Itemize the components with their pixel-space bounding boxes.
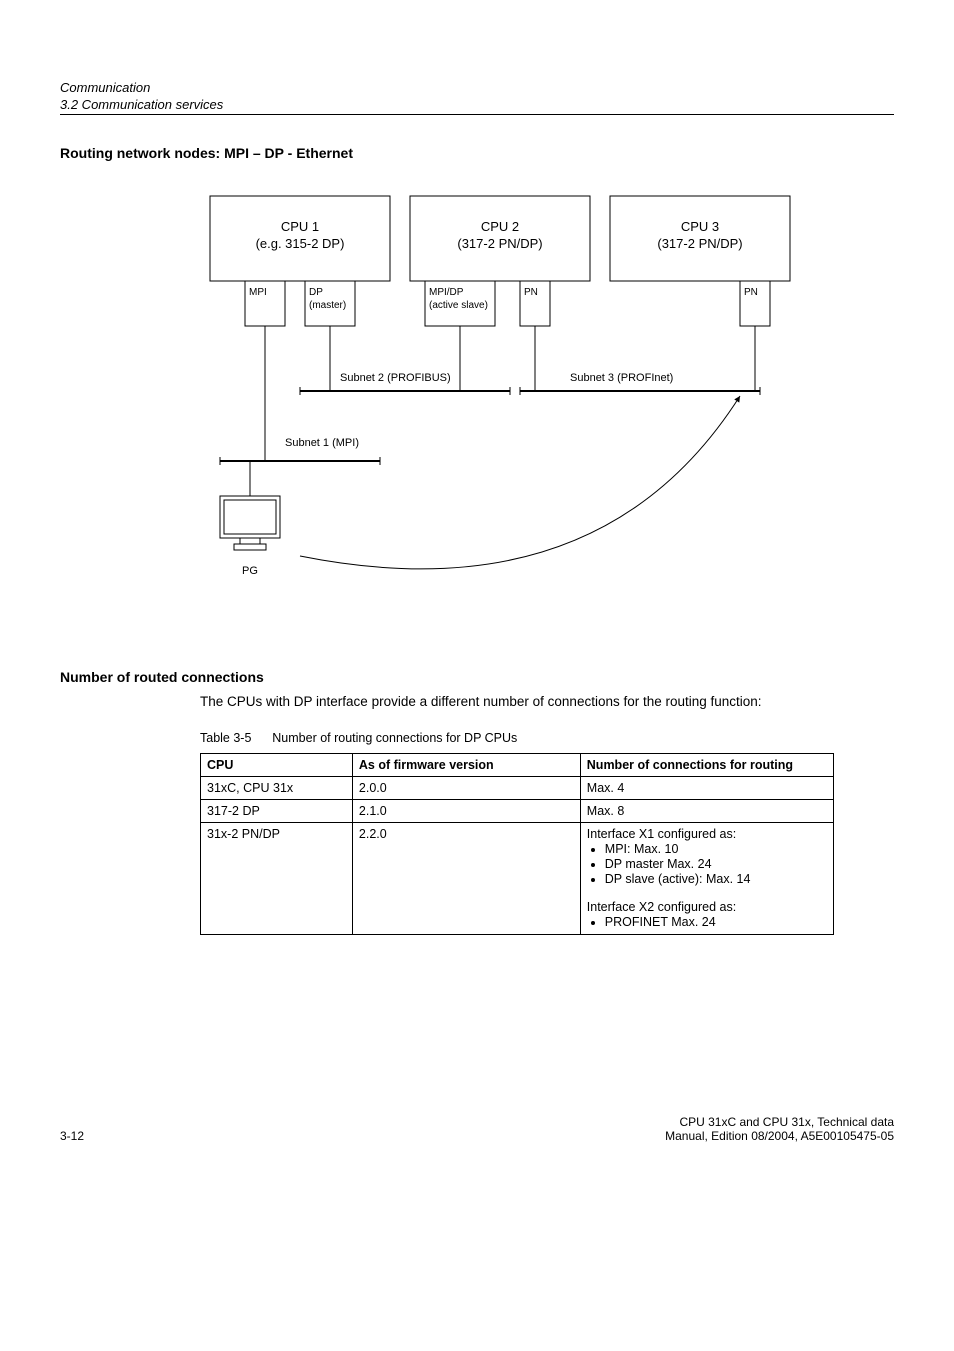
- section-heading: Routing network nodes: MPI – DP - Ethern…: [60, 145, 894, 161]
- table-header: CPU: [201, 754, 353, 777]
- table-caption: Table 3-5 Number of routing connections …: [200, 731, 834, 745]
- svg-text:Subnet 2 (PROFIBUS): Subnet 2 (PROFIBUS): [340, 372, 451, 384]
- table-row: 31xC, CPU 31x2.0.0Max. 4: [201, 777, 834, 800]
- svg-text:(master): (master): [309, 300, 346, 311]
- footer-line-2: Manual, Edition 08/2004, A5E00105475-05: [665, 1129, 894, 1143]
- svg-text:CPU 2: CPU 2: [481, 219, 519, 234]
- table-cell: 317-2 DP: [201, 800, 353, 823]
- svg-text:(317-2 PN/DP): (317-2 PN/DP): [657, 236, 742, 251]
- running-head-section: 3.2 Communication services: [60, 97, 894, 112]
- svg-text:PG: PG: [242, 565, 258, 577]
- routing-diagram: CPU 1 (e.g. 315-2 DP) CPU 2 (317-2 PN/DP) CP…: [200, 186, 894, 629]
- header-rule: [60, 114, 894, 115]
- table-header: Number of connections for routing: [580, 754, 833, 777]
- page-number: 3-12: [60, 1129, 84, 1143]
- table-cell: Max. 4: [580, 777, 833, 800]
- svg-text:CPU 3: CPU 3: [681, 219, 719, 234]
- svg-text:(active slave): (active slave): [429, 300, 488, 311]
- svg-text:MPI: MPI: [249, 287, 267, 298]
- svg-text:PN: PN: [744, 287, 758, 298]
- svg-text:CPU 1: CPU 1: [281, 219, 319, 234]
- subsection-heading: Number of routed connections: [60, 669, 894, 685]
- svg-text:(e.g. 315-2 DP): (e.g. 315-2 DP): [256, 236, 345, 251]
- table-row: 31x-2 PN/DP2.2.0Interface X1 configured …: [201, 823, 834, 935]
- svg-text:Subnet 3 (PROFInet): Subnet 3 (PROFInet): [570, 372, 673, 384]
- routing-connections-table: CPUAs of firmware versionNumber of conne…: [200, 753, 834, 935]
- table-cell: 31x-2 PN/DP: [201, 823, 353, 935]
- svg-text:PN: PN: [524, 287, 538, 298]
- table-cell: Max. 8: [580, 800, 833, 823]
- table-cell: 2.0.0: [352, 777, 580, 800]
- table-row: 317-2 DP2.1.0Max. 8: [201, 800, 834, 823]
- table-cell: 31xC, CPU 31x: [201, 777, 353, 800]
- footer-line-1: CPU 31xC and CPU 31x, Technical data: [665, 1115, 894, 1129]
- table-caption-prefix: Table 3-5: [200, 731, 251, 745]
- svg-text:Subnet 1 (MPI): Subnet 1 (MPI): [285, 437, 359, 449]
- table-cell: 2.2.0: [352, 823, 580, 935]
- page-footer: 3-12 CPU 31xC and CPU 31x, Technical dat…: [60, 1115, 894, 1143]
- table-header: As of firmware version: [352, 754, 580, 777]
- table-caption-text: Number of routing connections for DP CPU…: [272, 731, 517, 745]
- svg-text:DP: DP: [309, 287, 323, 298]
- svg-text:(317-2 PN/DP): (317-2 PN/DP): [457, 236, 542, 251]
- body-paragraph: The CPUs with DP interface provide a dif…: [200, 693, 834, 711]
- table-cell: 2.1.0: [352, 800, 580, 823]
- running-head-chapter: Communication: [60, 80, 894, 95]
- table-cell: Interface X1 configured as:MPI: Max. 10D…: [580, 823, 833, 935]
- svg-text:MPI/DP: MPI/DP: [429, 287, 464, 298]
